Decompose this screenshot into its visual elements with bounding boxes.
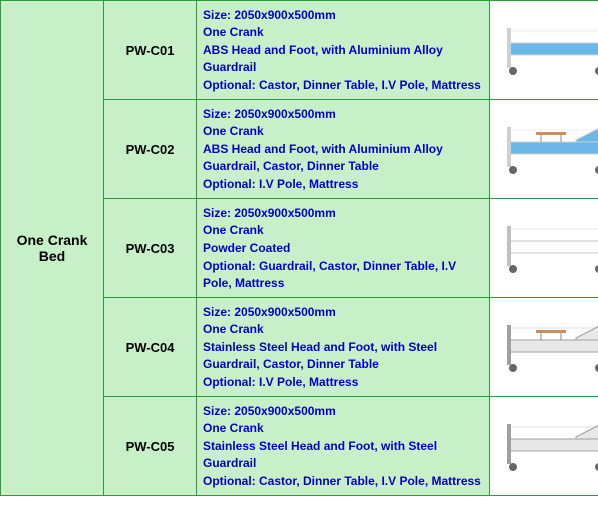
crank-line: One Crank <box>203 420 483 437</box>
product-table: One Crank BedPW-C01Size: 2050x900x500mmO… <box>0 0 598 496</box>
product-image-cell <box>490 1 598 100</box>
crank-line: One Crank <box>203 321 483 338</box>
size-line: Size: 2050x900x500mm <box>203 403 483 420</box>
product-image-cell <box>490 397 598 496</box>
desc-line: Stainless Steel Head and Foot, with Stee… <box>203 339 483 373</box>
optional-line: Optional: Castor, Dinner Table, I.V Pole… <box>203 77 483 94</box>
category-cell: One Crank Bed <box>1 1 104 496</box>
model-cell: PW-C01 <box>104 1 197 100</box>
model-cell: PW-C05 <box>104 397 197 496</box>
size-line: Size: 2050x900x500mm <box>203 304 483 321</box>
description-cell: Size: 2050x900x500mmOne CrankABS Head an… <box>197 1 490 100</box>
size-line: Size: 2050x900x500mm <box>203 7 483 24</box>
optional-line: Optional: I.V Pole, Mattress <box>203 176 483 193</box>
table-row: One Crank BedPW-C01Size: 2050x900x500mmO… <box>1 1 598 100</box>
model-cell: PW-C02 <box>104 100 197 199</box>
model-cell: PW-C03 <box>104 199 197 298</box>
size-line: Size: 2050x900x500mm <box>203 205 483 222</box>
product-image-cell <box>490 199 598 298</box>
product-image-cell <box>490 298 598 397</box>
desc-line: ABS Head and Foot, with Aluminium Alloy … <box>203 42 483 76</box>
optional-line: Optional: Castor, Dinner Table, I.V Pole… <box>203 473 483 490</box>
product-table-container: One Crank BedPW-C01Size: 2050x900x500mmO… <box>0 0 598 496</box>
description-cell: Size: 2050x900x500mmOne CrankStainless S… <box>197 397 490 496</box>
crank-line: One Crank <box>203 222 483 239</box>
product-image-cell <box>490 100 598 199</box>
desc-line: Powder Coated <box>203 240 483 257</box>
description-cell: Size: 2050x900x500mmOne CrankABS Head an… <box>197 100 490 199</box>
optional-line: Optional: Guardrail, Castor, Dinner Tabl… <box>203 258 483 292</box>
size-line: Size: 2050x900x500mm <box>203 106 483 123</box>
model-cell: PW-C04 <box>104 298 197 397</box>
crank-line: One Crank <box>203 123 483 140</box>
desc-line: ABS Head and Foot, with Aluminium Alloy … <box>203 141 483 175</box>
optional-line: Optional: I.V Pole, Mattress <box>203 374 483 391</box>
description-cell: Size: 2050x900x500mmOne CrankStainless S… <box>197 298 490 397</box>
desc-line: Stainless Steel Head and Foot, with Stee… <box>203 438 483 472</box>
crank-line: One Crank <box>203 24 483 41</box>
description-cell: Size: 2050x900x500mmOne CrankPowder Coat… <box>197 199 490 298</box>
